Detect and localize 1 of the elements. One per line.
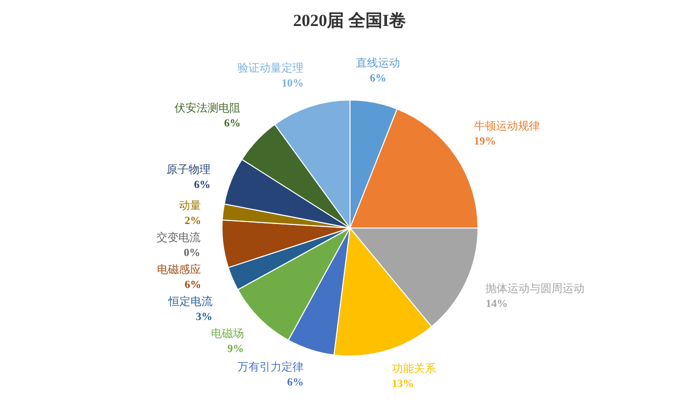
chart-title: 2020届 全国I卷	[293, 11, 406, 30]
